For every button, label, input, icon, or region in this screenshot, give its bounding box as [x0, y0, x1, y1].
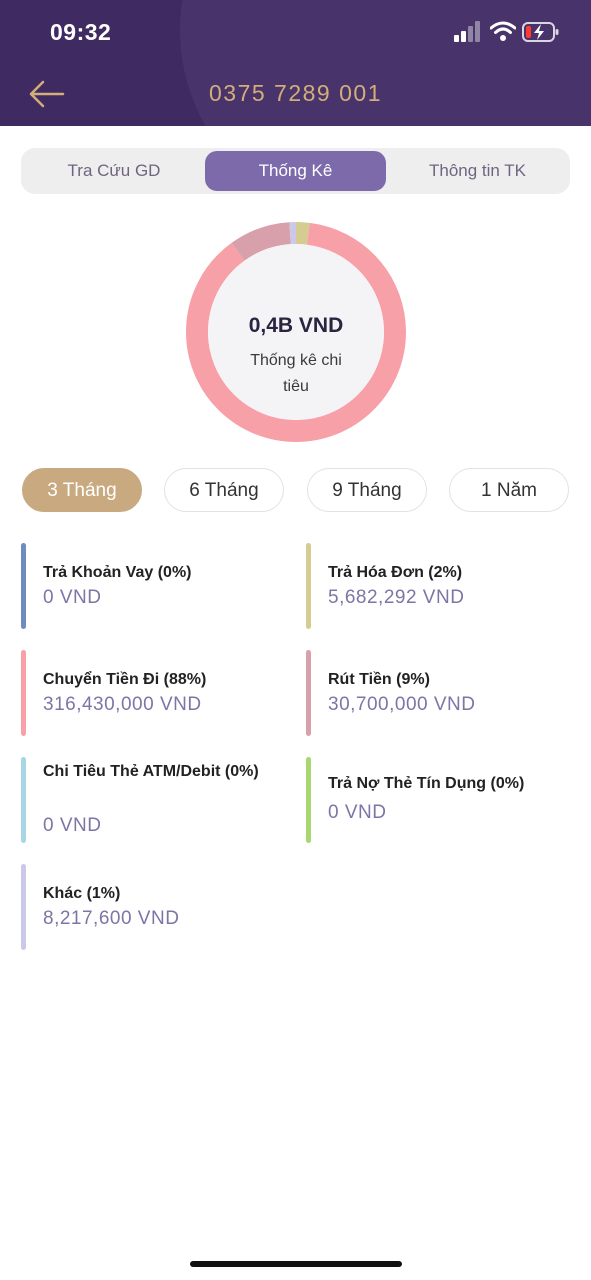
donut-segment: [186, 222, 406, 442]
donut-segment: [186, 222, 406, 442]
category-value: 8,217,600 VND: [43, 908, 180, 929]
category-color-bar: [21, 864, 26, 950]
category-label: Khác (1%): [43, 885, 121, 902]
category-atm-debit-spending: Chi Tiêu Thẻ ATM/Debit (0%) 0 VND: [21, 757, 281, 843]
tab-transaction-lookup[interactable]: Tra Cứu GD: [67, 161, 161, 180]
back-button[interactable]: [24, 74, 68, 114]
donut-ring: [186, 222, 406, 442]
category-value: 316,430,000 VND: [43, 694, 202, 715]
home-indicator: [190, 1261, 402, 1267]
category-label: Trả Nợ Thẻ Tín Dụng (0%): [328, 775, 525, 792]
spending-donut-chart: 0,4B VND Thống kê chi tiêu: [186, 222, 406, 442]
category-loan-payment: Trả Khoản Vay (0%) 0 VND: [21, 543, 281, 629]
donut-center: 0,4B VND Thống kê chi tiêu: [208, 244, 384, 420]
category-label: Chuyển Tiền Đi (88%): [43, 671, 207, 688]
app-header: 09:32 0375 7289 001: [0, 0, 591, 126]
category-label: Chi Tiêu Thẻ ATM/Debit (0%): [43, 763, 259, 780]
category-color-bar: [306, 757, 311, 843]
category-color-bar: [21, 650, 26, 736]
category-color-bar: [21, 757, 26, 843]
category-withdrawal: Rút Tiền (9%) 30,700,000 VND: [306, 650, 571, 736]
category-label: Trả Hóa Đơn (2%): [328, 564, 463, 581]
period-6-months[interactable]: 6 Tháng: [164, 468, 284, 512]
category-transfer-out: Chuyển Tiền Đi (88%) 316,430,000 VND: [21, 650, 281, 736]
category-other: Khác (1%) 8,217,600 VND: [21, 864, 281, 950]
battery-charging-icon: [522, 22, 559, 42]
category-credit-card-payment: Trả Nợ Thẻ Tín Dụng (0%) 0 VND: [306, 757, 571, 843]
period-1-year[interactable]: 1 Năm: [449, 468, 569, 512]
category-value: 0 VND: [328, 802, 387, 823]
category-bill-payment: Trả Hóa Đơn (2%) 5,682,292 VND: [306, 543, 571, 629]
category-color-bar: [306, 543, 311, 629]
header-decoration: [180, 0, 591, 126]
category-value: 5,682,292 VND: [328, 587, 465, 608]
account-number-title: 0375 7289 001: [209, 80, 382, 106]
tab-account-info[interactable]: Thông tin TK: [428, 161, 527, 180]
total-spending-caption: Thống kê chi tiêu: [250, 352, 342, 395]
category-value: 0 VND: [43, 587, 102, 608]
category-value: 0 VND: [43, 815, 102, 836]
status-time: 09:32: [50, 19, 112, 45]
wifi-icon: [490, 21, 516, 41]
category-color-bar: [21, 543, 26, 629]
tab-statistics[interactable]: Thống Kê: [205, 151, 386, 191]
arrow-left-icon: [29, 80, 65, 108]
total-spending-amount: 0,4B VND: [248, 314, 344, 337]
cellular-signal-icon: [454, 20, 482, 42]
category-color-bar: [306, 650, 311, 736]
category-value: 30,700,000 VND: [328, 694, 476, 715]
tab-bar: Tra Cứu GD Thống Kê Thông tin TK: [21, 148, 570, 194]
category-label: Rút Tiền (9%): [328, 671, 430, 688]
category-label: Trả Khoản Vay (0%): [43, 564, 192, 581]
period-9-months[interactable]: 9 Tháng: [307, 468, 427, 512]
period-3-months[interactable]: 3 Tháng: [22, 468, 142, 512]
